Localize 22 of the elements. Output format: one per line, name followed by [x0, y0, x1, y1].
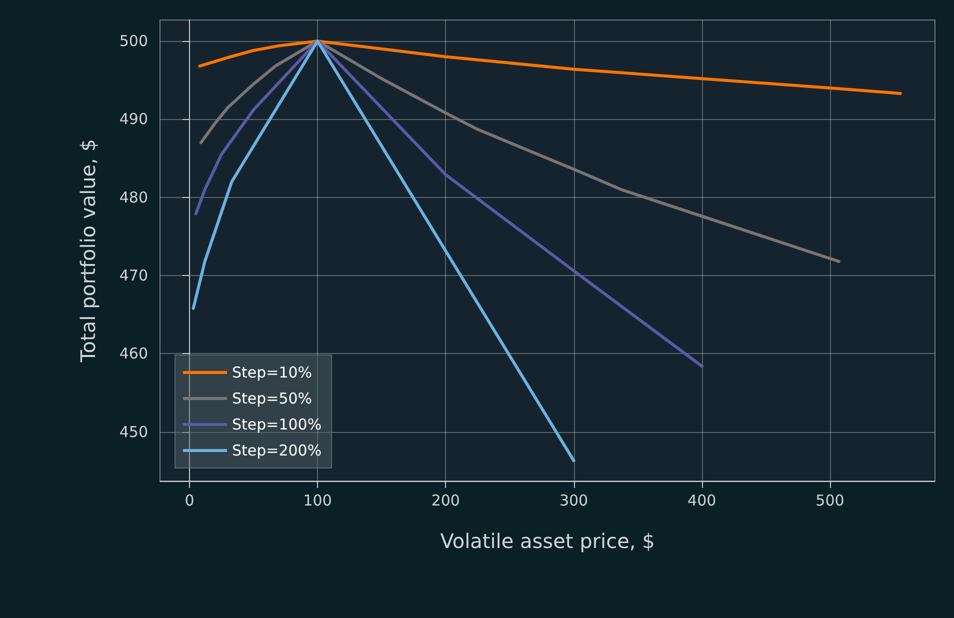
legend-label: Step=10% — [232, 364, 312, 382]
y-tick-label: 490 — [119, 110, 148, 128]
x-tick-label: 100 — [303, 492, 332, 510]
line-series — [198, 40, 902, 95]
x-tick-label: 300 — [559, 492, 588, 510]
x-tick-label: 200 — [431, 492, 460, 510]
y-tick-label: 500 — [119, 32, 148, 50]
line-series — [194, 40, 704, 368]
x-axis-title: Volatile asset price, $ — [440, 529, 655, 553]
x-tick-label: 500 — [816, 492, 844, 510]
legend-label: Step=200% — [232, 442, 322, 460]
x-tick-label: 400 — [688, 492, 716, 510]
y-tick-label: 450 — [119, 422, 148, 441]
legend-label: Step=50% — [232, 390, 312, 408]
x-tick-label: 0 — [184, 492, 194, 510]
line-series — [199, 40, 840, 263]
line-series — [192, 40, 576, 462]
y-tick-label: 460 — [119, 344, 148, 363]
y-axis-title: Total portfolio value, $ — [76, 138, 100, 364]
legend-label: Step=100% — [232, 416, 322, 434]
y-tick-label: 480 — [119, 188, 148, 206]
y-tick-label: 470 — [119, 266, 148, 285]
